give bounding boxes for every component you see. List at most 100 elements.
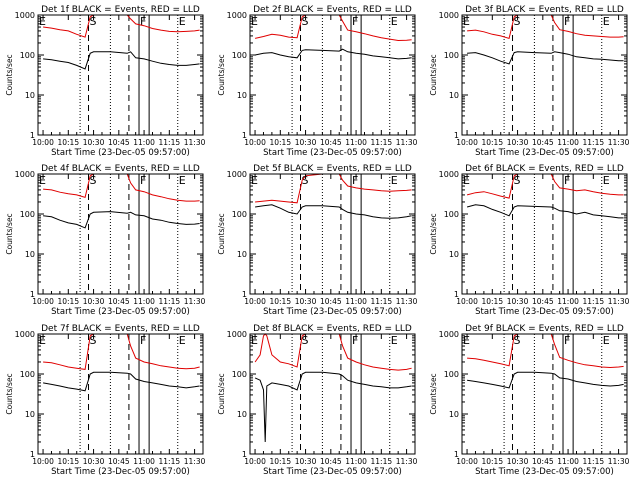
lld-series-line	[466, 173, 624, 199]
x-tick-label: 10:30	[295, 138, 317, 147]
panel-title: Det 2f BLACK = Events, RED = LLD	[253, 5, 412, 15]
x-tick-label: 10:00	[456, 457, 478, 466]
events-series-line	[43, 371, 200, 392]
y-axis-title: Counts/sec	[5, 213, 14, 254]
event-marker-label: F	[140, 174, 146, 187]
x-tick-label: 11:15	[371, 297, 393, 306]
event-marker-label: E	[391, 174, 398, 187]
x-tick-label: 10:30	[507, 457, 529, 466]
event-marker-label: F	[352, 15, 358, 28]
x-tick-label: 10:00	[32, 138, 54, 147]
events-series-line	[254, 371, 412, 443]
y-tick-label: 1000	[227, 170, 247, 179]
x-axis-title: Start Time (23-Dec-05 09:57:00)	[263, 307, 402, 317]
x-tick-label: 10:00	[32, 297, 54, 306]
x-tick-label: 10:30	[83, 297, 105, 306]
x-tick-label: 11:30	[184, 457, 206, 466]
x-tick-label: 10:00	[32, 457, 54, 466]
y-axis-title: Counts/sec	[5, 373, 14, 414]
x-tick-label: 11:15	[159, 297, 181, 306]
x-tick-label: 10:00	[456, 138, 478, 147]
y-tick-label: 1000	[439, 330, 459, 339]
x-tick-label: 10:45	[320, 138, 342, 147]
y-tick-label: 1000	[15, 330, 35, 339]
x-tick-label: 10:45	[532, 138, 554, 147]
x-tick-label: 11:30	[396, 138, 418, 147]
panel-title: Det 3f BLACK = Events, RED = LLD	[465, 5, 624, 15]
x-tick-label: 10:00	[244, 297, 266, 306]
y-tick-label: 100	[232, 51, 247, 60]
plot-frame	[249, 173, 416, 295]
x-tick-label: 10:15	[269, 138, 291, 147]
y-axis-title: Counts/sec	[429, 54, 438, 95]
y-axis-title: Counts/sec	[5, 54, 14, 95]
x-tick-label: 11:30	[396, 457, 418, 466]
x-tick-label: 11:00	[133, 457, 155, 466]
x-tick-label: 11:00	[557, 297, 579, 306]
y-tick-label: 10	[449, 250, 459, 259]
x-tick-label: 10:00	[456, 297, 478, 306]
y-tick-label: 10	[237, 410, 247, 419]
event-marker-label: E	[179, 15, 186, 28]
events-series-line	[43, 211, 200, 229]
event-marker-label: E	[603, 174, 610, 187]
x-tick-label: 10:00	[244, 138, 266, 147]
event-marker-label: E	[251, 334, 258, 347]
y-tick-label: 1000	[227, 11, 247, 20]
x-axis-title: Start Time (23-Dec-05 09:57:00)	[475, 467, 614, 477]
y-tick-label: 1	[30, 290, 35, 299]
event-marker-label: S	[514, 174, 521, 187]
event-marker-label: E	[463, 174, 470, 187]
event-marker-label: S	[514, 334, 521, 347]
y-tick-label: 100	[232, 210, 247, 219]
x-tick-label: 11:00	[345, 297, 367, 306]
event-marker-label: E	[463, 334, 470, 347]
event-marker-label: S	[514, 15, 521, 28]
events-series-line	[467, 371, 624, 389]
event-marker-label: E	[39, 334, 46, 347]
events-series-line	[466, 204, 624, 219]
x-tick-label: 10:45	[532, 457, 554, 466]
y-axis-title: Counts/sec	[429, 373, 438, 414]
y-tick-label: 1	[242, 290, 247, 299]
y-tick-label: 100	[232, 370, 247, 379]
y-tick-label: 1	[454, 131, 459, 140]
plot-frame	[461, 333, 628, 455]
events-series-line	[43, 51, 200, 70]
y-tick-label: 10	[237, 91, 247, 100]
x-tick-label: 10:30	[507, 138, 529, 147]
x-tick-label: 10:30	[507, 297, 529, 306]
x-axis-title: Start Time (23-Dec-05 09:57:00)	[475, 307, 614, 317]
x-tick-label: 11:00	[345, 457, 367, 466]
y-tick-label: 10	[25, 410, 35, 419]
event-marker-label: S	[90, 174, 97, 187]
event-marker-label: E	[603, 334, 610, 347]
x-tick-label: 10:15	[269, 297, 291, 306]
y-axis-title: Counts/sec	[217, 54, 226, 95]
plot-frame	[37, 173, 204, 295]
event-marker-label: E	[39, 15, 46, 28]
x-axis-title: Start Time (23-Dec-05 09:57:00)	[263, 467, 402, 477]
y-tick-label: 1	[30, 450, 35, 459]
y-tick-label: 1	[242, 450, 247, 459]
lld-series-line	[254, 14, 412, 42]
x-axis-title: Start Time (23-Dec-05 09:57:00)	[51, 467, 190, 477]
x-tick-label: 11:30	[608, 138, 630, 147]
y-tick-label: 100	[20, 210, 35, 219]
lld-series-line	[43, 173, 200, 202]
y-tick-label: 1	[242, 131, 247, 140]
plot-frame	[249, 333, 416, 455]
panel-title: Det 1f BLACK = Events, RED = LLD	[41, 5, 200, 15]
lld-series-line	[467, 14, 624, 40]
x-tick-label: 11:30	[396, 297, 418, 306]
y-tick-label: 10	[25, 91, 35, 100]
x-tick-label: 11:30	[184, 297, 206, 306]
x-tick-label: 10:15	[57, 138, 79, 147]
